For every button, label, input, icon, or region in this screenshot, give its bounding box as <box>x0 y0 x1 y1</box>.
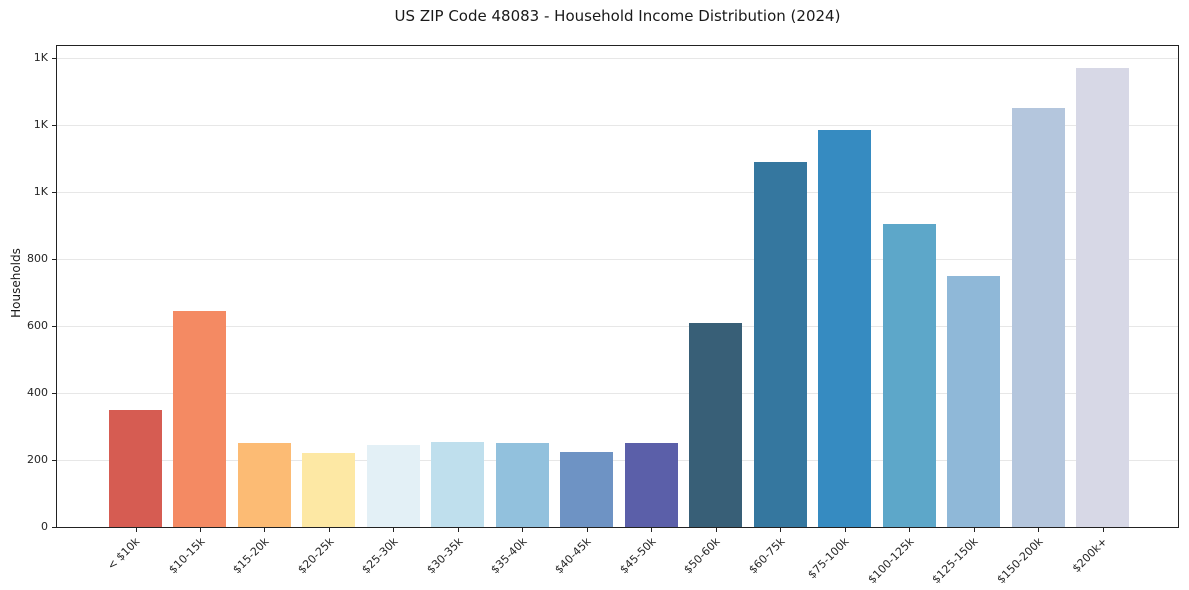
x-tick <box>716 527 717 532</box>
bar <box>625 443 678 527</box>
bar <box>689 323 742 527</box>
x-tick <box>393 527 394 532</box>
y-tick-label: 1K <box>33 185 48 199</box>
x-tick-label: $200k+ <box>1069 535 1110 576</box>
x-tick <box>458 527 459 532</box>
x-tick <box>587 527 588 532</box>
gridline <box>57 124 1178 126</box>
y-tick-label: 1K <box>33 118 48 132</box>
bar <box>1076 68 1129 527</box>
y-tick <box>52 191 56 193</box>
y-tick-label: 1K <box>33 51 48 65</box>
x-tick-label: $10-15k <box>165 535 208 577</box>
gridline <box>57 325 1178 327</box>
bar <box>818 130 871 527</box>
y-tick-label: 600 <box>27 319 48 333</box>
y-tick-label: 800 <box>27 252 48 266</box>
gridline <box>57 57 1178 59</box>
x-tick <box>780 527 781 532</box>
plot-area: 0 200 400 600 800 1K 1K 1K < $10k $10-15k $15-20k $… <box>27 45 1179 586</box>
x-tick-label: $30-35k <box>423 535 466 577</box>
y-tick-label: 400 <box>27 386 48 400</box>
x-tick <box>329 527 330 532</box>
x-tick-label: $50-60k <box>681 535 723 577</box>
x-tick-label: < $10k <box>105 535 143 573</box>
x-tick-label: $15-20k <box>230 535 272 577</box>
x-tick <box>522 527 523 532</box>
gridline <box>57 392 1178 394</box>
chart-title: US ZIP Code 48083 - Household Income Dis… <box>394 7 841 25</box>
y-tick <box>52 258 56 260</box>
y-tick <box>52 392 56 394</box>
y-tick <box>52 124 56 126</box>
x-tick <box>200 527 201 532</box>
x-tick <box>264 527 265 532</box>
x-tick <box>909 527 910 532</box>
x-tick <box>1103 527 1104 532</box>
x-tick-label: $75-100k <box>805 535 852 582</box>
bar <box>947 276 1000 527</box>
gridline <box>57 191 1178 193</box>
x-tick <box>1038 527 1039 532</box>
x-tick-label: $35-40k <box>488 535 530 577</box>
x-tick-label: $100-125k <box>865 535 917 587</box>
y-tick <box>52 325 56 327</box>
bar <box>883 224 936 527</box>
y-tick <box>52 57 56 59</box>
x-tick <box>651 527 652 532</box>
x-tick-label: $60-75k <box>746 535 788 577</box>
x-tick-label: $20-25k <box>294 535 337 577</box>
bar <box>109 410 162 527</box>
y-tick <box>52 459 56 461</box>
x-tick-label: $45-50k <box>617 535 659 577</box>
x-tick <box>974 527 975 532</box>
bar <box>367 445 420 527</box>
x-tick <box>136 527 137 532</box>
y-tick <box>52 526 56 528</box>
gridline <box>57 258 1178 260</box>
x-tick-label: $25-30k <box>359 535 401 577</box>
bar <box>754 162 807 527</box>
x-tick <box>845 527 846 532</box>
y-tick-label: 200 <box>27 453 48 466</box>
bar <box>1012 108 1065 527</box>
bar <box>560 452 613 527</box>
bar <box>302 453 355 527</box>
bar <box>431 442 484 527</box>
bar <box>238 443 291 527</box>
bar <box>496 443 549 527</box>
x-tick-label: $150-200k <box>994 535 1046 587</box>
bar <box>173 311 226 527</box>
x-tick-label: $125-150k <box>929 535 981 587</box>
x-tick-label: $40-45k <box>552 535 594 577</box>
gridline <box>57 459 1178 461</box>
y-tick-label: 0 <box>41 520 48 533</box>
